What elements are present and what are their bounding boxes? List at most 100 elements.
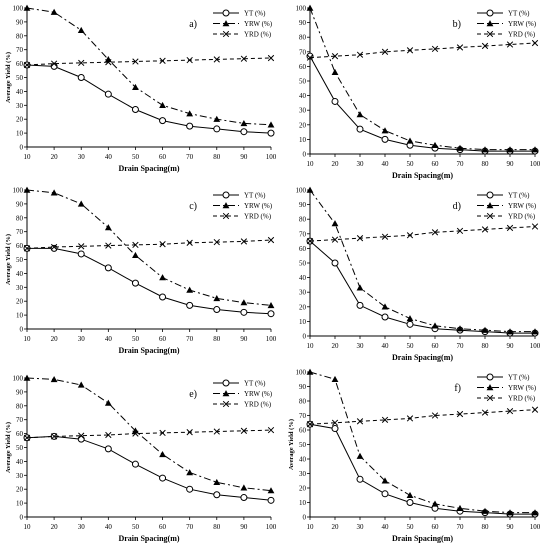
y-tick-label: 30	[16, 284, 24, 292]
data-point	[131, 279, 139, 287]
x-tick-label: 40	[382, 160, 390, 168]
x-tick-label: 100	[266, 335, 277, 343]
y-tick-label: 90	[16, 388, 24, 396]
data-point	[131, 105, 139, 113]
y-tick-label: 10	[299, 136, 307, 144]
x-tick-label: 20	[332, 160, 340, 168]
y-tick-label: 0	[303, 514, 307, 522]
data-point	[306, 4, 314, 11]
data-point	[23, 434, 31, 441]
data-point	[132, 430, 139, 437]
data-point	[267, 236, 275, 244]
series-yt	[306, 52, 539, 155]
y-tick-label: 70	[16, 416, 24, 424]
y-tick-label: 10	[16, 500, 24, 508]
data-point	[506, 509, 514, 516]
data-point	[481, 409, 489, 416]
data-point	[50, 189, 58, 196]
data-point	[356, 235, 364, 242]
data-point	[506, 146, 514, 153]
data-point	[104, 445, 112, 453]
y-tick-label: 10	[16, 312, 24, 320]
x-tick-label: 50	[407, 160, 415, 168]
data-point	[240, 55, 248, 62]
y-tick-label: 90	[299, 201, 307, 209]
y-tick-label: 80	[16, 32, 24, 40]
data-point	[531, 509, 539, 516]
data-point	[240, 494, 248, 502]
data-point	[159, 57, 166, 64]
y-tick-label: 70	[299, 412, 307, 420]
y-tick-label: 0	[303, 151, 307, 159]
legend-marker	[486, 9, 494, 17]
data-point	[456, 227, 464, 235]
y-tick-label: 40	[299, 456, 307, 464]
legend-label: YRW (%)	[244, 390, 273, 398]
x-tick-label: 90	[507, 342, 515, 350]
y-tick-label: 70	[16, 228, 24, 236]
data-point	[531, 146, 539, 153]
x-tick-label: 100	[530, 523, 541, 531]
series-line	[309, 189, 535, 333]
legend-label: YRD (%)	[508, 395, 536, 403]
y-tick-label: 0	[20, 514, 24, 522]
panel-label: e)	[189, 389, 197, 400]
data-point	[159, 474, 167, 482]
y-tick-label: 10	[16, 130, 24, 138]
data-point	[77, 435, 85, 443]
y-tick-label: 100	[13, 375, 24, 383]
panel-label: d)	[453, 201, 461, 212]
data-point	[267, 129, 275, 137]
data-point	[50, 60, 58, 67]
y-tick-label: 70	[299, 230, 307, 238]
y-tick-label: 20	[299, 121, 307, 129]
x-tick-label: 60	[432, 523, 440, 531]
y-tick-label: 0	[20, 326, 24, 334]
y-tick-label: 10	[299, 318, 307, 326]
data-point	[213, 306, 221, 314]
x-tick-label: 30	[357, 342, 365, 350]
data-point	[267, 54, 275, 62]
x-tick-label: 20	[51, 153, 59, 161]
data-point	[213, 295, 221, 302]
data-point	[481, 42, 489, 50]
legend-label: YRW (%)	[508, 384, 537, 392]
data-point	[213, 56, 220, 63]
data-point	[331, 259, 339, 267]
legend-label: YRW (%)	[244, 20, 273, 28]
data-point	[306, 54, 314, 61]
y-axis-title: Average Yield (%)	[5, 234, 12, 285]
legend-label: YT (%)	[508, 374, 530, 382]
data-point	[132, 251, 139, 259]
data-point	[105, 242, 112, 249]
y-tick-label: 30	[16, 102, 24, 110]
data-point	[77, 26, 85, 33]
data-point	[506, 328, 514, 335]
panel-label: b)	[453, 19, 461, 30]
data-point	[132, 83, 139, 90]
data-point	[131, 460, 139, 468]
series-line	[309, 55, 535, 152]
data-point	[506, 41, 514, 48]
legend-label: YT (%)	[244, 192, 266, 200]
x-tick-label: 30	[357, 523, 365, 531]
data-point	[356, 284, 364, 291]
data-point	[240, 484, 248, 491]
data-point	[186, 286, 194, 293]
x-tick-label: 90	[240, 153, 248, 161]
legend-label: YRW (%)	[244, 202, 273, 210]
data-point	[267, 496, 275, 504]
data-point	[213, 478, 221, 485]
y-tick-label: 60	[16, 242, 24, 250]
y-tick-label: 100	[296, 187, 307, 195]
x-tick-label: 40	[382, 523, 390, 531]
x-tick-label: 70	[186, 153, 194, 161]
legend: YT (%) YRW (%) YRD (%)	[213, 191, 273, 221]
x-tick-label: 40	[382, 342, 390, 350]
legend: YT (%) YRW (%) YRD (%)	[477, 373, 537, 403]
data-point	[267, 310, 275, 318]
data-point	[77, 74, 85, 81]
data-point	[50, 375, 58, 383]
